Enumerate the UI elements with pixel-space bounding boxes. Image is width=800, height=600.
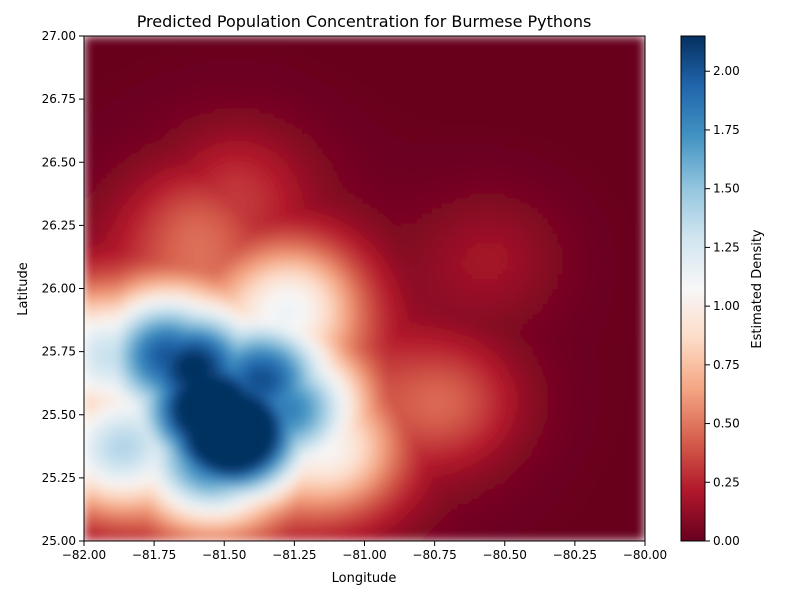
x-tick-label: −80.50 [483,548,527,562]
y-tick-label: 26.50 [42,155,76,169]
x-tick-label: −81.25 [272,548,316,562]
colorbar-gradient [681,36,705,541]
x-axis-label: Longitude [332,571,397,586]
colorbar-tick-label: 1.50 [713,182,740,196]
y-tick-label: 25.00 [42,534,76,548]
heatmap-image [84,36,645,541]
colorbar-label: Estimated Density [750,229,765,349]
colorbar-tick-label: 0.00 [713,534,740,548]
y-axis-label: Latitude [16,262,31,316]
x-tick-label: −81.00 [342,548,386,562]
colorbar-tick-label: 1.00 [713,299,740,313]
x-axis: −82.00 −81.75 −81.50 −81.25 −81.00 −80.75 −80.… [62,541,667,562]
colorbar-tick-label: 1.75 [713,123,740,137]
y-tick-label: 25.25 [42,471,76,485]
chart-title: Predicted Population Concentration for B… [137,12,592,31]
y-tick-label: 25.75 [42,345,76,359]
colorbar-tick-label: 1.25 [713,240,740,254]
x-tick-label: −80.00 [623,548,667,562]
y-tick-label: 26.00 [42,282,76,296]
colorbar-frame [680,35,706,542]
x-tick-label: −82.00 [62,548,106,562]
colorbar-tick-label: 0.50 [713,417,740,431]
colorbar-tick-label: 0.25 [713,475,740,489]
plot-area [83,35,646,542]
x-tick-label: −80.75 [412,548,456,562]
x-tick-label: −80.25 [553,548,597,562]
y-axis: 25.00 25.25 25.50 25.75 26.00 26.25 26.50 26.75… [42,29,84,548]
y-tick-label: 25.50 [42,408,76,422]
colorbar: 0.00 0.25 0.50 0.75 1.00 1.25 1.50 1.75 2.00 Est… [680,35,765,548]
colorbar-tick-label: 0.75 [713,358,740,372]
colorbar-tick-label: 2.00 [713,64,740,78]
y-tick-label: 26.25 [42,218,76,232]
y-tick-label: 26.75 [42,92,76,106]
colorbar-ticks: 0.00 0.25 0.50 0.75 1.00 1.25 1.50 1.75 2.00 [705,64,740,548]
y-tick-label: 27.00 [42,29,76,43]
x-tick-label: −81.75 [132,548,176,562]
x-tick-label: −81.50 [202,548,246,562]
